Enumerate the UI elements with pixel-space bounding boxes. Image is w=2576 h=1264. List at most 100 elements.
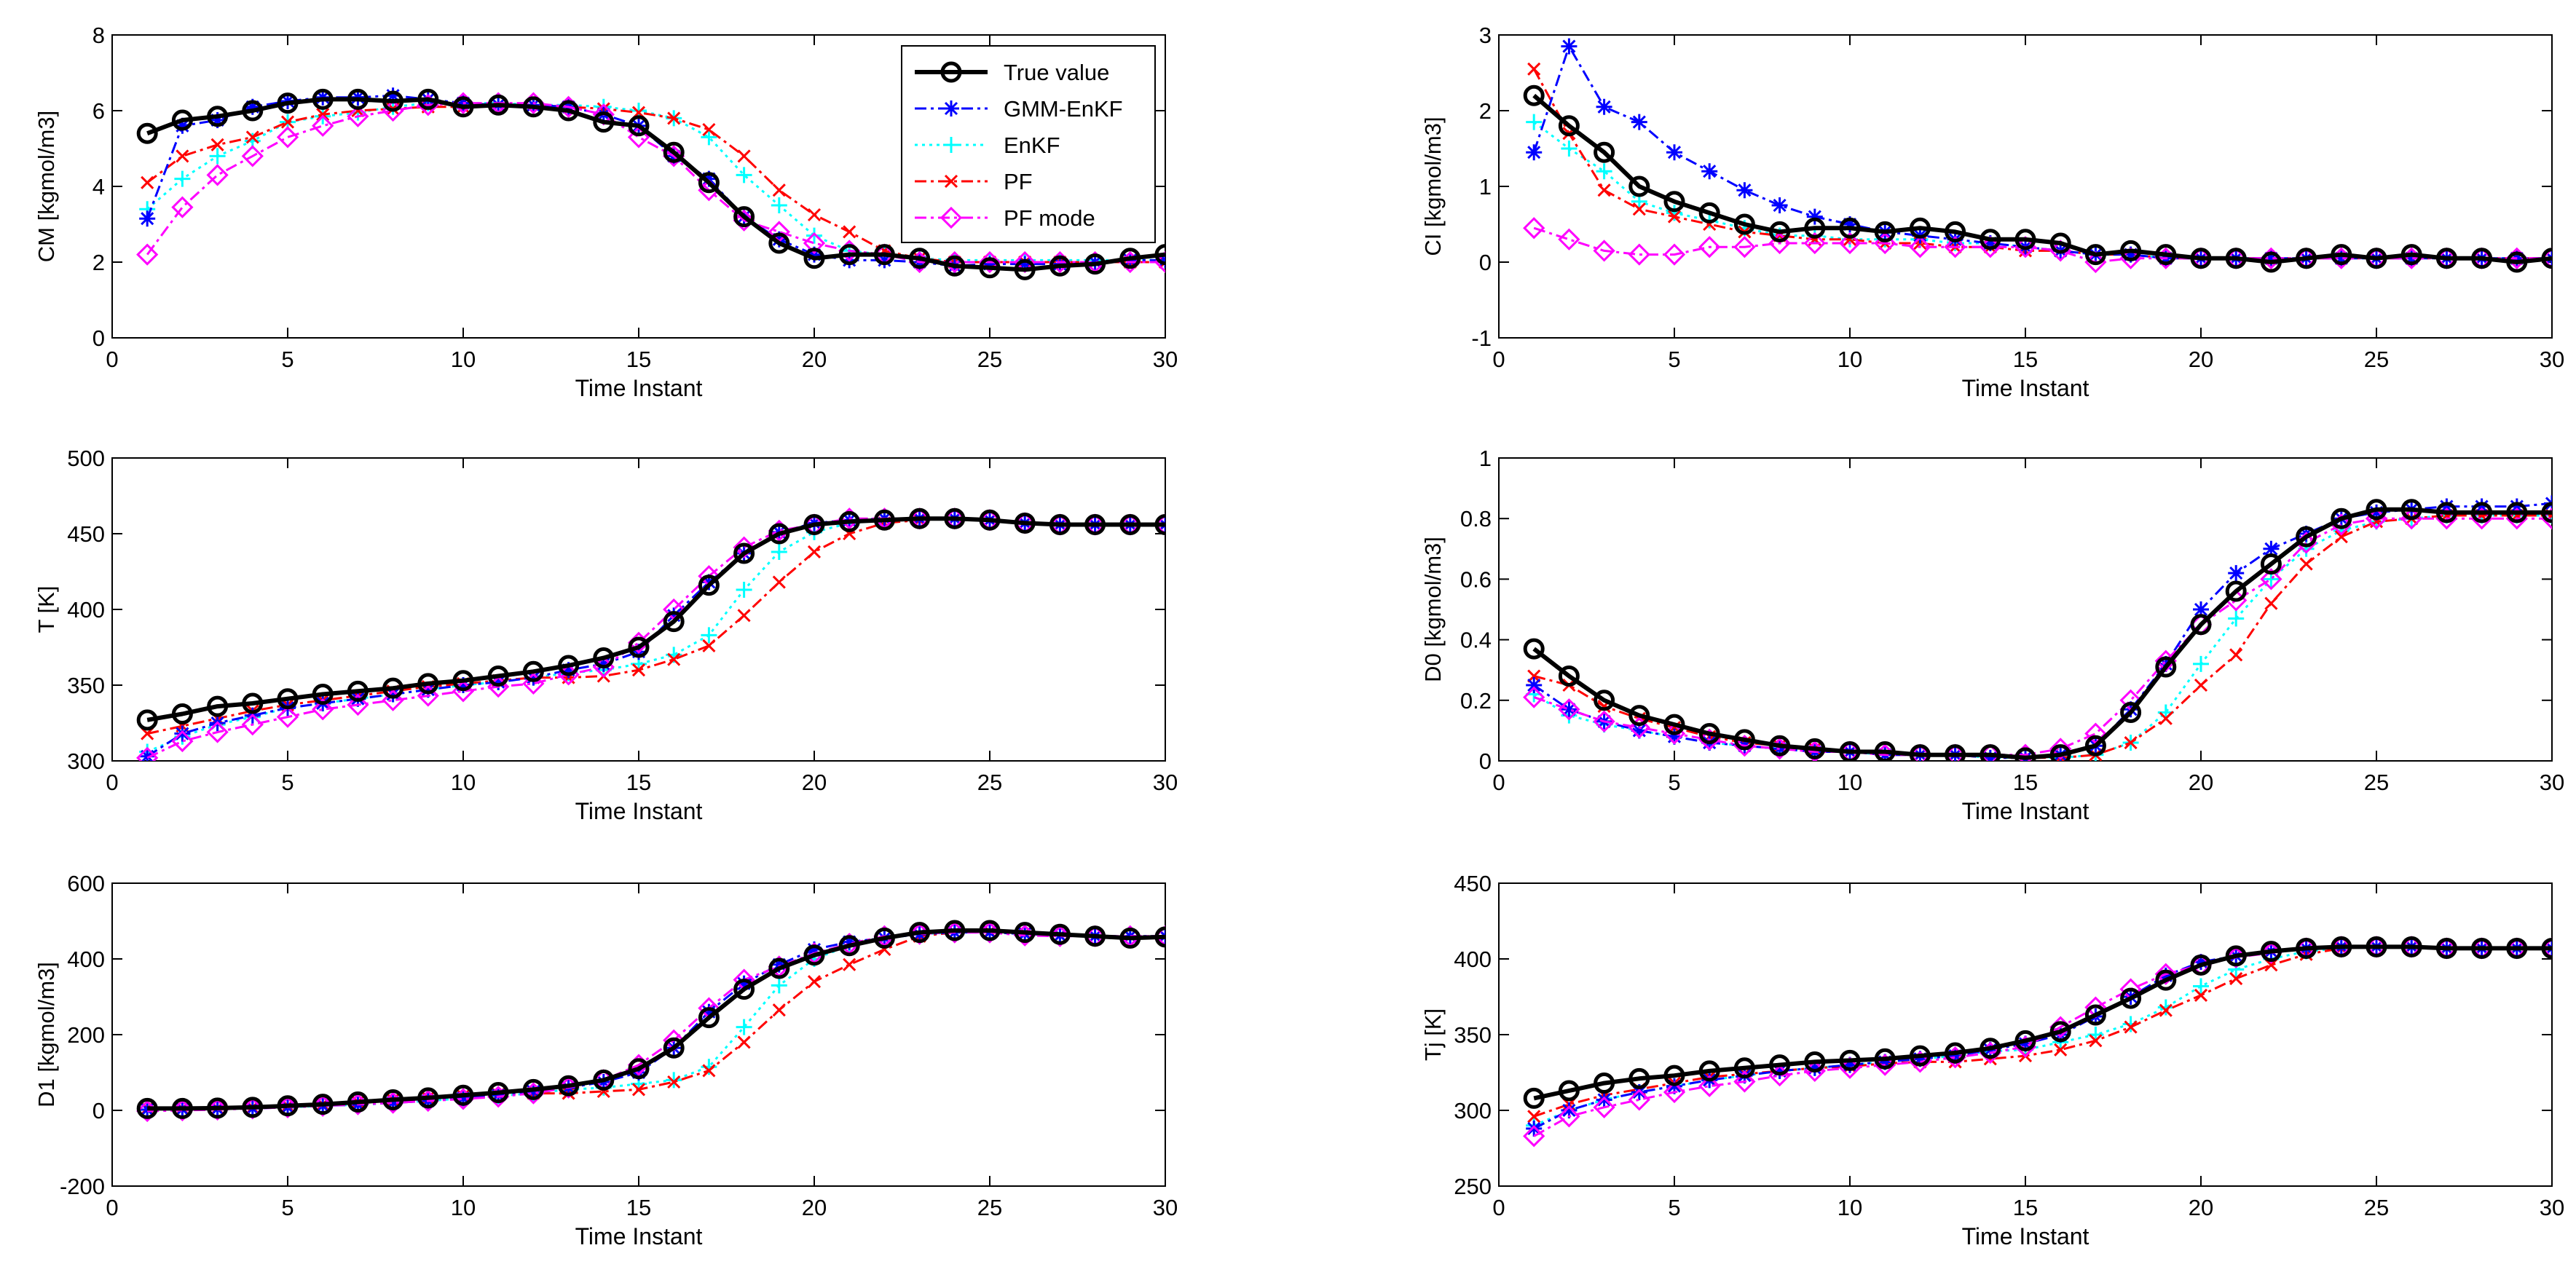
data-point (698, 172, 720, 194)
data-point (276, 126, 299, 149)
y-tick-label: 500 (67, 446, 105, 471)
data-point (2194, 988, 2208, 1002)
data-point (843, 957, 856, 971)
data-point (736, 1019, 752, 1035)
data-point (2225, 580, 2247, 602)
x-tick-label: 15 (626, 1195, 651, 1220)
chart-panel-4: 0 5 10 15 20 25 30 0 0.2 0.4 0.6 0.8 1 Time Instant D0… (1420, 446, 2564, 824)
data-point (1842, 1056, 1858, 1073)
data-point (1733, 236, 1756, 258)
data-point (2155, 656, 2177, 678)
data-point (1558, 228, 1580, 250)
legend-label: GMM-EnKF (1004, 96, 1123, 122)
data-point (1909, 744, 1931, 761)
data-point (280, 115, 295, 129)
data-point (841, 933, 858, 950)
data-point (2541, 937, 2552, 959)
data-point (1597, 183, 1611, 197)
data-point (595, 655, 612, 672)
legend-marker (943, 100, 959, 116)
axes-box (1498, 34, 2553, 339)
legend-item-pf-mode: PF mode (915, 205, 1095, 231)
data-point (1666, 144, 1682, 161)
data-point (1017, 256, 1033, 272)
data-point (417, 673, 439, 695)
y-tick-label: 0.2 (1460, 688, 1492, 714)
data-point (1663, 243, 1686, 266)
data-point (347, 1091, 369, 1113)
data-point (1980, 1038, 2001, 1059)
y-tick-label: 350 (67, 673, 105, 698)
data-point (1838, 232, 1862, 255)
data-point (277, 1095, 299, 1117)
data-point (2084, 244, 2106, 266)
x-tick-label: 10 (1838, 770, 1862, 795)
data-point (209, 148, 226, 165)
data-point (2159, 1003, 2173, 1017)
data-point (1839, 217, 1861, 239)
data-point (1631, 114, 1647, 130)
data-point (701, 129, 717, 146)
data-point (873, 927, 895, 949)
data-point (2333, 250, 2349, 266)
data-point (1084, 925, 1106, 947)
data-point (1842, 216, 1858, 232)
data-point (2228, 565, 2245, 582)
data-point (176, 149, 189, 163)
data-point (2089, 1034, 2103, 1048)
y-tick-label: 4 (92, 174, 105, 200)
data-point (522, 660, 544, 682)
y-tick-label: 200 (67, 1022, 105, 1048)
data-point (909, 248, 931, 269)
x-tick-label: 10 (451, 770, 476, 795)
data-point (838, 935, 860, 957)
y-axis-label: D0 [kgmol/m3] (1420, 537, 1446, 682)
x-tick-label: 30 (1153, 770, 1178, 795)
legend-item-gmm-enkf: GMM-EnKF (915, 96, 1123, 122)
data-point (1631, 722, 1647, 739)
y-axis-label: T [K] (34, 586, 59, 633)
data-point (1909, 236, 1931, 258)
data-point (1014, 512, 1036, 534)
data-point (210, 138, 224, 151)
data-point (1806, 208, 1823, 225)
x-axis-label: Time Instant (575, 1223, 703, 1249)
data-point (663, 611, 685, 633)
x-tick-label: 20 (802, 770, 827, 795)
data-point (171, 703, 193, 725)
data-point (1874, 221, 1896, 242)
data-point (803, 232, 826, 255)
data-point (1804, 1051, 1826, 1073)
data-point (1558, 1080, 1580, 1102)
data-point (2190, 614, 2212, 636)
data-point (1877, 1054, 1894, 1070)
data-point (1154, 244, 1165, 266)
data-point (944, 255, 966, 277)
x-tick-label: 20 (802, 1195, 827, 1220)
data-point (1596, 1091, 1612, 1108)
x-tick-label: 0 (106, 770, 118, 795)
data-point (1663, 1064, 1685, 1086)
data-point (806, 227, 822, 244)
data-point (1594, 690, 1615, 711)
data-point (490, 1087, 507, 1104)
data-point (1593, 1096, 1615, 1118)
data-point (2263, 540, 2280, 557)
data-point (242, 1097, 264, 1118)
data-point (1733, 1057, 1755, 1079)
data-point (771, 231, 787, 248)
data-point (2154, 963, 2177, 985)
data-point (1119, 927, 1141, 949)
data-point (2506, 937, 2528, 959)
y-tick-label: 400 (1454, 947, 1492, 972)
data-point (2014, 747, 2036, 761)
data-point (1628, 243, 1650, 266)
data-point (1523, 84, 1545, 106)
legend-item-enkf: EnKF (915, 133, 1060, 158)
data-point (209, 112, 226, 128)
data-point (876, 252, 893, 269)
data-point (207, 1097, 229, 1119)
x-tick-label: 25 (2364, 347, 2389, 372)
data-point (1593, 240, 1615, 262)
data-point (174, 117, 191, 134)
